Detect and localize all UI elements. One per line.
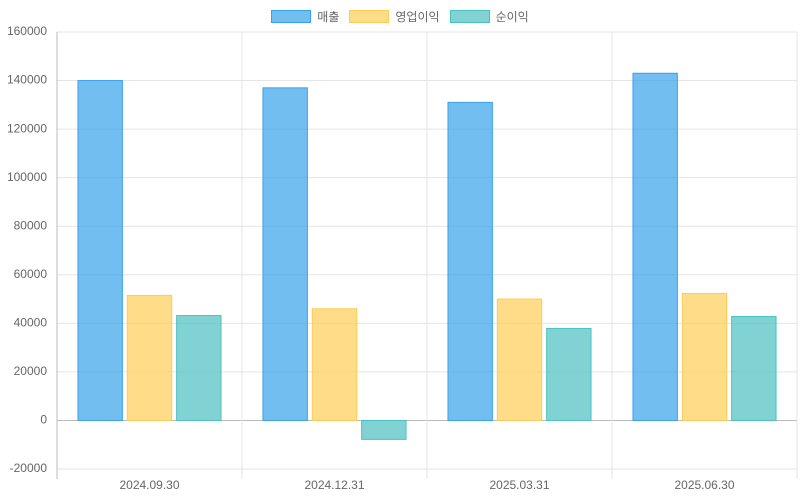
bar: [126, 294, 173, 421]
legend: 매출 영업이익 순이익: [0, 7, 800, 25]
x-tick-label: 2024.09.30: [119, 478, 179, 492]
legend-swatch: [271, 9, 312, 23]
bar: [176, 315, 222, 421]
legend-label: 순이익: [495, 9, 529, 24]
bar: [731, 316, 777, 421]
bar: [681, 292, 728, 421]
legend-label: 영업이익: [395, 9, 440, 24]
legend-label: 매출: [317, 9, 340, 24]
bar: [77, 80, 123, 421]
y-tick-label: 60000: [14, 267, 48, 281]
legend-item[interactable]: 순이익: [449, 7, 529, 25]
y-tick-label: 0: [40, 413, 47, 427]
x-tick-label: 2025.03.31: [489, 478, 549, 492]
y-tick-label: 40000: [14, 316, 48, 330]
y-tick-label: 120000: [7, 121, 47, 135]
y-tick-label: 100000: [7, 170, 47, 184]
y-tick-label: 160000: [7, 24, 47, 38]
bar: [447, 101, 493, 421]
legend-item[interactable]: 매출: [271, 7, 339, 25]
legend-swatch: [449, 9, 490, 23]
bar: [311, 308, 358, 421]
bar: [496, 298, 543, 421]
bar: [632, 72, 678, 421]
y-tick-label: 140000: [7, 73, 47, 87]
x-tick-label: 2025.06.30: [674, 478, 734, 492]
legend-item[interactable]: 영업이익: [349, 7, 440, 25]
y-tick-label: 20000: [14, 364, 48, 378]
bar: [262, 87, 308, 421]
x-tick-label: 2024.12.31: [304, 478, 364, 492]
y-tick-label: 80000: [14, 218, 48, 232]
legend-swatch: [349, 9, 390, 23]
y-tick-label: -20000: [10, 461, 48, 475]
bar: [546, 327, 592, 421]
bar: [361, 419, 407, 440]
